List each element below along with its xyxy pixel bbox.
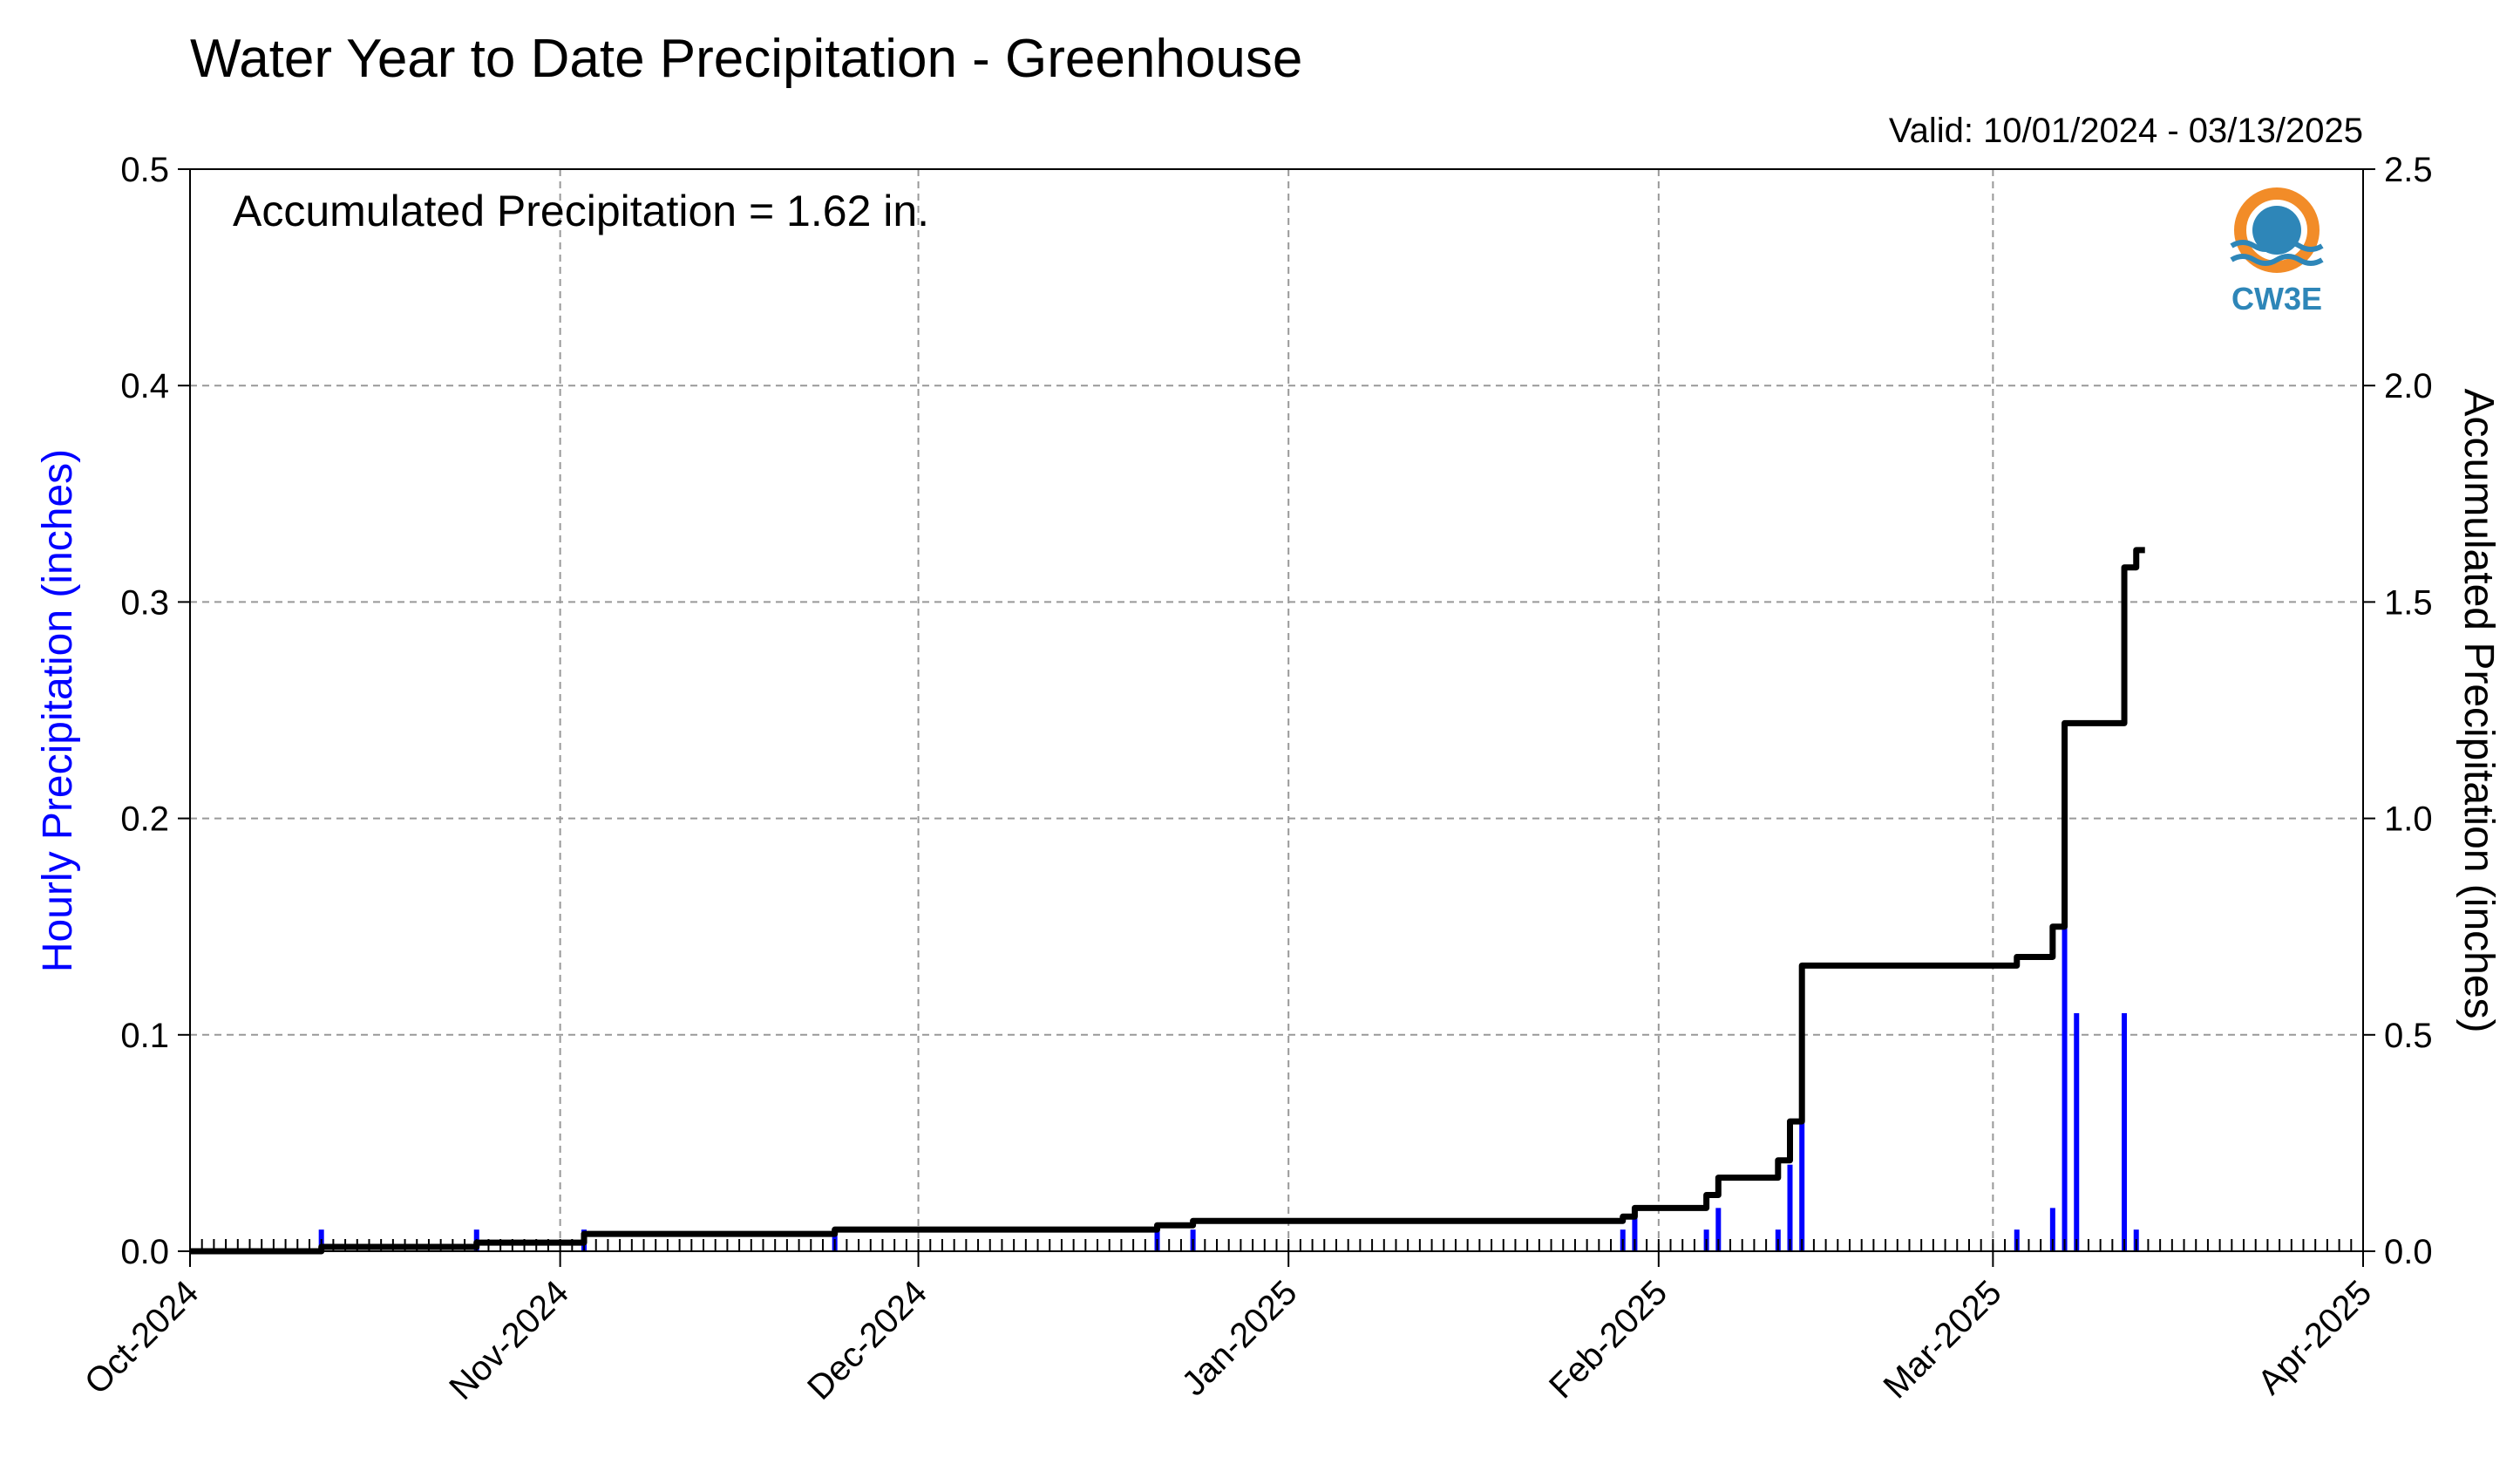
y-left-tick-label: 0.5 [120, 151, 169, 189]
x-tick-label: Oct-2024 [78, 1273, 206, 1401]
y-axis-left-label: Hourly Precipitation (inches) [35, 449, 81, 972]
x-tick-label: Jan-2025 [1175, 1273, 1305, 1403]
accumulated-annotation: Accumulated Precipitation = 1.62 in. [233, 187, 929, 235]
hourly-bar [2122, 1012, 2128, 1251]
y-right-tick-label: 2.5 [2384, 151, 2433, 189]
y-left-tick-label: 0.1 [120, 1017, 169, 1055]
y-left-tick-label: 0.3 [120, 583, 169, 622]
hourly-bar [1787, 1164, 1793, 1251]
hourly-bar [2049, 1208, 2055, 1251]
grid-lines [190, 169, 2363, 1251]
logo-text: CW3E [2231, 281, 2322, 317]
y-left-tick-label: 0.2 [120, 800, 169, 839]
x-tick-label: Nov-2024 [442, 1273, 576, 1407]
logo-wave-icon [2230, 254, 2324, 266]
accumulated-precipitation-line [190, 547, 2145, 1255]
plot-frame [189, 168, 2364, 1252]
chart-title: Water Year to Date Precipitation - Green… [190, 29, 1302, 89]
y-right-tick-label: 2.0 [2384, 367, 2433, 405]
hourly-bar [1715, 1208, 1722, 1251]
x-tick-label: Dec-2024 [800, 1273, 934, 1407]
logo-wave-icon [2230, 240, 2324, 252]
hourly-bar [2062, 926, 2068, 1251]
hourly-bar [1632, 1208, 1638, 1251]
x-tick-label: Mar-2025 [1877, 1273, 2009, 1406]
y-right-tick-label: 0.5 [2384, 1017, 2433, 1055]
y-right-tick-label: 1.0 [2384, 800, 2433, 839]
valid-date-range: Valid: 10/01/2024 - 03/13/2025 [1889, 112, 2363, 150]
y-right-tick-label: 0.0 [2384, 1233, 2433, 1271]
y-left-tick-label: 0.0 [120, 1233, 169, 1271]
axis-ticks [178, 168, 2375, 1267]
x-tick-label: Feb-2025 [1542, 1273, 1674, 1406]
cw3e-logo: CW3E [2230, 187, 2324, 317]
y-axis-right-label: Accumulated Precipitation (inches) [2455, 388, 2502, 1032]
hourly-bar [1799, 1121, 1805, 1251]
logo-ring [2234, 187, 2320, 273]
hourly-bar [2074, 1012, 2080, 1251]
x-tick-label: Apr-2025 [2251, 1273, 2379, 1401]
hourly-precipitation-bars [318, 926, 2139, 1251]
y-right-tick-label: 1.5 [2384, 583, 2433, 622]
y-left-tick-label: 0.4 [120, 367, 169, 405]
